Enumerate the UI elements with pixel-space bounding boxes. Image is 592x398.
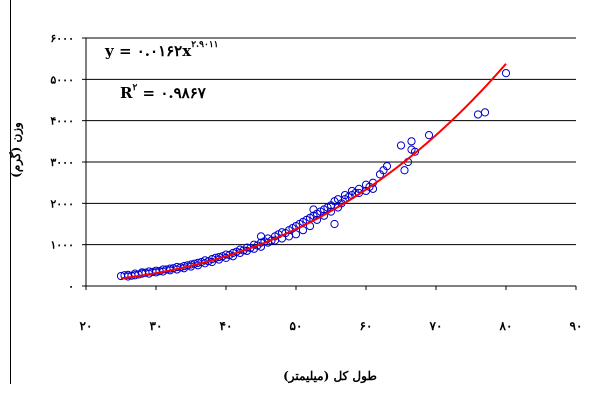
axes [82, 37, 577, 290]
equation-annotation: y = ۰.۰۱۶۲x۲.۹۰۱۱ [104, 40, 219, 60]
y-axis-label: وزن (گرم) [8, 122, 24, 178]
data-point [396, 141, 406, 150]
r-squared-superscript: ۲ [132, 83, 137, 93]
r-squared-annotation: R۲ = ۰.۹۸۶۷ [120, 83, 207, 102]
data-point [326, 207, 336, 216]
x-tick-label: ۲۰ [80, 319, 93, 333]
data-point [291, 230, 301, 239]
x-tick-label: ۴۰ [220, 319, 233, 333]
data-point [480, 108, 490, 117]
x-tick-label: ۸۰ [499, 319, 513, 333]
data-point [410, 147, 420, 156]
y-tick-label: ۱۰۰۰ [50, 239, 74, 252]
y-tick-label: ۲۰۰۰ [50, 197, 74, 210]
data-point [424, 131, 434, 140]
trendline [120, 63, 507, 280]
y-tick-label: ۵۰۰۰ [50, 73, 74, 86]
data-point [319, 211, 329, 220]
y-tick-label: ۶۰۰۰ [50, 32, 74, 45]
x-tick-label: ۵۰ [290, 319, 303, 333]
y-tick-label: ۰ [68, 280, 74, 293]
x-tick-label: ۹۰ [570, 319, 583, 333]
x-axis-label: طول کل (میلیمتر) [283, 369, 377, 384]
x-tick-label: ۶۰ [360, 319, 373, 333]
grid-lines [86, 37, 576, 246]
x-tick-label: ۳۰ [150, 319, 163, 333]
data-point [382, 162, 392, 171]
data-point [501, 69, 511, 78]
equation-exponent: ۲.۹۰۱۱ [191, 40, 218, 50]
data-point [473, 110, 483, 119]
y-tick-label: ۴۰۰۰ [50, 115, 74, 128]
y-tick-label: ۳۰۰۰ [50, 156, 74, 169]
left-divider-line [10, 0, 11, 384]
data-point [407, 137, 416, 146]
y-tick-labels: ۰ ۱۰۰۰ ۲۰۰۰ ۳۰۰۰ ۴۰۰۰ ۵۰۰۰ ۶۰۰۰ [50, 32, 74, 293]
data-point [330, 219, 339, 229]
x-tick-labels: ۲۰ ۳۰ ۴۰ ۵۰ ۶۰ ۷۰ ۸۰ ۹۰ [80, 319, 583, 333]
x-tick-label: ۷۰ [429, 319, 443, 333]
data-point [400, 166, 409, 175]
